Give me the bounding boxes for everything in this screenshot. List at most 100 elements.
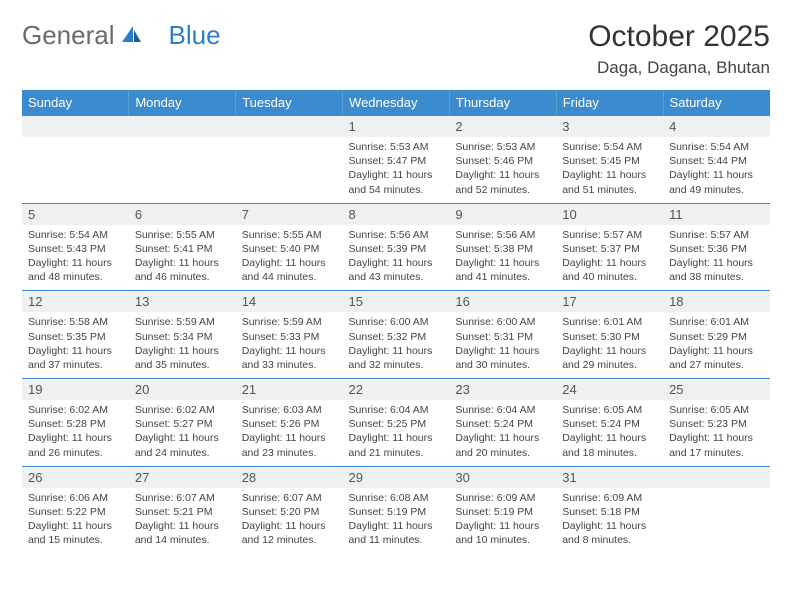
day-number-cell: 19 xyxy=(22,379,129,401)
day-detail-cell: Sunrise: 5:56 AMSunset: 5:38 PMDaylight:… xyxy=(449,225,556,291)
sunset-text: Sunset: 5:38 PM xyxy=(455,242,550,256)
logo-text-blue: Blue xyxy=(169,20,221,51)
day-number-row: 19202122232425 xyxy=(22,379,770,401)
day-detail-cell: Sunrise: 5:58 AMSunset: 5:35 PMDaylight:… xyxy=(22,312,129,378)
sunset-text: Sunset: 5:22 PM xyxy=(28,505,123,519)
daylight-text: Daylight: 11 hours and 49 minutes. xyxy=(669,168,764,196)
sunset-text: Sunset: 5:20 PM xyxy=(242,505,337,519)
sunrise-text: Sunrise: 5:59 AM xyxy=(135,315,230,329)
sunset-text: Sunset: 5:37 PM xyxy=(562,242,657,256)
day-detail-cell: Sunrise: 5:54 AMSunset: 5:43 PMDaylight:… xyxy=(22,225,129,291)
day-detail-cell xyxy=(22,137,129,203)
header: General Blue October 2025 Daga, Dagana, … xyxy=(22,20,770,78)
day-detail-cell: Sunrise: 6:01 AMSunset: 5:29 PMDaylight:… xyxy=(663,312,770,378)
sunset-text: Sunset: 5:45 PM xyxy=(562,154,657,168)
sunrise-text: Sunrise: 6:04 AM xyxy=(349,403,444,417)
daylight-text: Daylight: 11 hours and 11 minutes. xyxy=(349,519,444,547)
day-number-cell: 3 xyxy=(556,116,663,138)
day-number-cell: 14 xyxy=(236,291,343,313)
calendar-body: 1234Sunrise: 5:53 AMSunset: 5:47 PMDayli… xyxy=(22,116,770,554)
sunrise-text: Sunrise: 5:59 AM xyxy=(242,315,337,329)
sunset-text: Sunset: 5:43 PM xyxy=(28,242,123,256)
daylight-text: Daylight: 11 hours and 51 minutes. xyxy=(562,168,657,196)
sunrise-text: Sunrise: 5:54 AM xyxy=(28,228,123,242)
day-number-cell: 8 xyxy=(343,203,450,225)
daylight-text: Daylight: 11 hours and 41 minutes. xyxy=(455,256,550,284)
month-title: October 2025 xyxy=(588,20,770,54)
sunrise-text: Sunrise: 5:55 AM xyxy=(242,228,337,242)
day-number-cell: 28 xyxy=(236,466,343,488)
day-detail-cell: Sunrise: 6:07 AMSunset: 5:21 PMDaylight:… xyxy=(129,488,236,554)
sunset-text: Sunset: 5:39 PM xyxy=(349,242,444,256)
day-number-cell: 10 xyxy=(556,203,663,225)
daylight-text: Daylight: 11 hours and 48 minutes. xyxy=(28,256,123,284)
sunrise-text: Sunrise: 6:01 AM xyxy=(562,315,657,329)
day-number-cell: 4 xyxy=(663,116,770,138)
day-detail-cell: Sunrise: 5:53 AMSunset: 5:46 PMDaylight:… xyxy=(449,137,556,203)
sunset-text: Sunset: 5:34 PM xyxy=(135,330,230,344)
daylight-text: Daylight: 11 hours and 46 minutes. xyxy=(135,256,230,284)
day-number-cell: 9 xyxy=(449,203,556,225)
day-number-cell: 18 xyxy=(663,291,770,313)
weekday-header: Monday xyxy=(129,90,236,116)
sunrise-text: Sunrise: 6:07 AM xyxy=(242,491,337,505)
daylight-text: Daylight: 11 hours and 32 minutes. xyxy=(349,344,444,372)
sunrise-text: Sunrise: 5:53 AM xyxy=(455,140,550,154)
sunrise-text: Sunrise: 6:05 AM xyxy=(669,403,764,417)
logo-text-general: General xyxy=(22,20,115,51)
daylight-text: Daylight: 11 hours and 27 minutes. xyxy=(669,344,764,372)
day-number-cell: 24 xyxy=(556,379,663,401)
day-number-cell: 22 xyxy=(343,379,450,401)
daylight-text: Daylight: 11 hours and 18 minutes. xyxy=(562,431,657,459)
day-number-cell: 1 xyxy=(343,116,450,138)
sunrise-text: Sunrise: 6:07 AM xyxy=(135,491,230,505)
day-detail-row: Sunrise: 6:06 AMSunset: 5:22 PMDaylight:… xyxy=(22,488,770,554)
calendar-table: Sunday Monday Tuesday Wednesday Thursday… xyxy=(22,90,770,553)
day-detail-cell: Sunrise: 6:05 AMSunset: 5:23 PMDaylight:… xyxy=(663,400,770,466)
sunset-text: Sunset: 5:21 PM xyxy=(135,505,230,519)
day-detail-cell: Sunrise: 5:55 AMSunset: 5:40 PMDaylight:… xyxy=(236,225,343,291)
location: Daga, Dagana, Bhutan xyxy=(588,58,770,78)
sunrise-text: Sunrise: 6:02 AM xyxy=(135,403,230,417)
day-detail-cell: Sunrise: 5:55 AMSunset: 5:41 PMDaylight:… xyxy=(129,225,236,291)
daylight-text: Daylight: 11 hours and 44 minutes. xyxy=(242,256,337,284)
day-detail-cell: Sunrise: 6:03 AMSunset: 5:26 PMDaylight:… xyxy=(236,400,343,466)
sunset-text: Sunset: 5:18 PM xyxy=(562,505,657,519)
daylight-text: Daylight: 11 hours and 33 minutes. xyxy=(242,344,337,372)
day-detail-cell: Sunrise: 6:06 AMSunset: 5:22 PMDaylight:… xyxy=(22,488,129,554)
logo: General Blue xyxy=(22,20,221,51)
day-detail-cell: Sunrise: 6:00 AMSunset: 5:32 PMDaylight:… xyxy=(343,312,450,378)
daylight-text: Daylight: 11 hours and 38 minutes. xyxy=(669,256,764,284)
day-detail-cell: Sunrise: 5:57 AMSunset: 5:36 PMDaylight:… xyxy=(663,225,770,291)
day-detail-cell: Sunrise: 6:08 AMSunset: 5:19 PMDaylight:… xyxy=(343,488,450,554)
sunrise-text: Sunrise: 5:56 AM xyxy=(455,228,550,242)
sunset-text: Sunset: 5:36 PM xyxy=(669,242,764,256)
sunset-text: Sunset: 5:35 PM xyxy=(28,330,123,344)
sunset-text: Sunset: 5:32 PM xyxy=(349,330,444,344)
sunrise-text: Sunrise: 6:00 AM xyxy=(455,315,550,329)
daylight-text: Daylight: 11 hours and 15 minutes. xyxy=(28,519,123,547)
daylight-text: Daylight: 11 hours and 12 minutes. xyxy=(242,519,337,547)
sunrise-text: Sunrise: 6:06 AM xyxy=(28,491,123,505)
day-detail-cell: Sunrise: 6:02 AMSunset: 5:27 PMDaylight:… xyxy=(129,400,236,466)
daylight-text: Daylight: 11 hours and 35 minutes. xyxy=(135,344,230,372)
sunrise-text: Sunrise: 5:54 AM xyxy=(562,140,657,154)
day-number-cell: 29 xyxy=(343,466,450,488)
sunset-text: Sunset: 5:29 PM xyxy=(669,330,764,344)
sunset-text: Sunset: 5:41 PM xyxy=(135,242,230,256)
day-number-cell xyxy=(22,116,129,138)
day-number-cell: 27 xyxy=(129,466,236,488)
daylight-text: Daylight: 11 hours and 14 minutes. xyxy=(135,519,230,547)
day-number-cell: 15 xyxy=(343,291,450,313)
sunrise-text: Sunrise: 6:01 AM xyxy=(669,315,764,329)
day-number-cell: 20 xyxy=(129,379,236,401)
sunrise-text: Sunrise: 6:09 AM xyxy=(562,491,657,505)
day-number-row: 12131415161718 xyxy=(22,291,770,313)
weekday-header: Tuesday xyxy=(236,90,343,116)
day-detail-row: Sunrise: 5:53 AMSunset: 5:47 PMDaylight:… xyxy=(22,137,770,203)
day-detail-cell: Sunrise: 5:54 AMSunset: 5:45 PMDaylight:… xyxy=(556,137,663,203)
day-number-cell: 6 xyxy=(129,203,236,225)
daylight-text: Daylight: 11 hours and 17 minutes. xyxy=(669,431,764,459)
day-detail-row: Sunrise: 5:58 AMSunset: 5:35 PMDaylight:… xyxy=(22,312,770,378)
day-detail-cell xyxy=(129,137,236,203)
